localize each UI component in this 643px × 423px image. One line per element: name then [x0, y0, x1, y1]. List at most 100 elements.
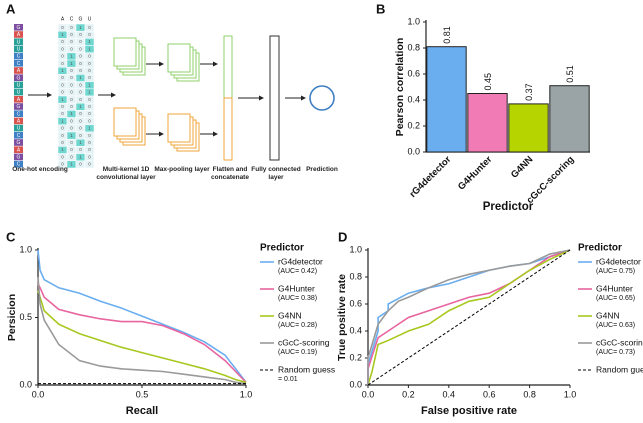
panel-label: C [6, 229, 16, 244]
onehot-digit: 0 [70, 147, 73, 152]
onehot-digit: 1 [79, 154, 82, 159]
fully-connected [269, 35, 280, 161]
step-label: Flatten and concatenate [211, 166, 249, 181]
onehot-digit: 0 [88, 147, 91, 152]
onehot-cell [84, 160, 95, 169]
nucleotide-box [14, 60, 23, 67]
onehot-digit: 1 [88, 90, 91, 95]
x-axis-label: Predictor [483, 201, 534, 213]
onehot-digit: 0 [70, 126, 73, 131]
onehot-header: G [79, 16, 83, 22]
onehot-digit: 0 [61, 61, 64, 66]
onehot-digit: 1 [79, 75, 82, 80]
y-tick-label: 0.4 [349, 325, 362, 335]
step-label-box: Prediction [306, 166, 338, 173]
onehot-digit: 0 [88, 162, 91, 167]
onehot-digit: 0 [88, 75, 91, 80]
arrow-head [159, 61, 164, 67]
onehot-digit: 1 [70, 61, 73, 66]
bar [508, 103, 549, 153]
legend-name: cGcC-scoring [278, 337, 330, 347]
onehot-digit: 0 [61, 90, 64, 95]
onehot-digit: 0 [70, 32, 73, 37]
onehot-digit: 0 [70, 82, 73, 87]
step-label: Fully connected layer [251, 166, 301, 181]
nucleotide: G [17, 75, 21, 81]
x-tick-label: 0.2 [402, 389, 415, 399]
legend-auc: (AUC= 0.38) [278, 295, 317, 302]
onehot-digit: 0 [88, 68, 91, 73]
y-axis-label: True positive rate [336, 274, 348, 361]
nucleotide: U [17, 83, 21, 89]
onehot-digit: 0 [88, 54, 91, 59]
onehot-digit: 0 [70, 46, 73, 51]
nucleotide-box [14, 45, 23, 53]
series-line [37, 249, 247, 383]
nucleotide: C [17, 54, 21, 60]
onehot-digit: 0 [61, 104, 64, 109]
onehot-digit: 0 [88, 154, 91, 159]
legend-auc: (AUC= 0.19) [278, 349, 317, 356]
onehot-digit: 0 [70, 90, 73, 95]
arrow-head [111, 92, 116, 98]
y-axis-label: Pearson correlation [394, 38, 406, 137]
step-label: One-hot encoding [12, 166, 68, 173]
onehot-digit: 0 [70, 140, 73, 145]
step-label: Max-pooling layer [154, 166, 210, 173]
onehot-digit: 1 [61, 68, 64, 73]
nucleotide-box [14, 124, 23, 132]
prediction-node [309, 85, 335, 111]
onehot-digit: 1 [61, 32, 64, 37]
arrow-head [213, 131, 218, 137]
step-label-box: One-hot encoding [12, 166, 68, 173]
nucleotide-box [14, 31, 23, 38]
onehot-digit: 0 [61, 154, 64, 159]
legend-name: Random guess [596, 364, 643, 374]
y-tick-label: 0.2 [407, 120, 420, 130]
onehot-header: U [88, 16, 92, 22]
onehot-digit: 0 [70, 97, 73, 102]
legend-name: G4Hunter [596, 283, 633, 293]
y-tick-label: 0.0 [19, 379, 32, 389]
nucleotide: G [17, 155, 21, 161]
onehot-digit: 0 [61, 140, 64, 145]
onehot-digit: 0 [70, 75, 73, 80]
onehot-digit: 0 [70, 68, 73, 73]
onehot-digit: 0 [61, 75, 64, 80]
onehot-digit: 0 [61, 54, 64, 59]
nucleotide: G [17, 25, 21, 31]
nucleotide: A [17, 97, 21, 103]
onehot-digit: 0 [79, 54, 82, 59]
legend-name: Random guess [278, 364, 335, 374]
onehot-digit: 0 [88, 32, 91, 37]
onehot-digit: 1 [79, 104, 82, 109]
onehot-digit: 0 [88, 140, 91, 145]
nucleotide-box [14, 110, 23, 117]
onehot-digit: 1 [70, 133, 73, 138]
onehot-digit: 0 [79, 82, 82, 87]
onehot-digit: 0 [79, 147, 82, 152]
nucleotide-box [14, 146, 23, 153]
onehot-digit: 1 [88, 39, 91, 44]
onehot-digit: 1 [79, 140, 82, 145]
onehot-digit: 1 [70, 54, 73, 59]
arrow-head [159, 131, 164, 137]
y-tick-label: 0.0 [349, 379, 362, 389]
arrow-head [301, 95, 306, 101]
series-line [37, 290, 247, 384]
feature-map [167, 113, 191, 143]
nucleotide: U [17, 47, 21, 53]
onehot-digit: 0 [61, 39, 64, 44]
legend-auc: (AUC= 0.28) [278, 322, 317, 329]
nucleotide-box [14, 139, 23, 146]
onehot-digit: 0 [61, 25, 64, 30]
onehot-digit: 0 [88, 104, 91, 109]
onehot-digit: 1 [61, 118, 64, 123]
x-tick-label: 0.0 [362, 389, 375, 399]
legend-auc: (AUC= 0.73) [596, 349, 635, 356]
step-label-box: Fully connected layer [251, 166, 301, 181]
value-label: 0.51 [565, 65, 575, 83]
onehot-digit: 1 [61, 147, 64, 152]
legend-name: rG4detector [278, 256, 323, 266]
